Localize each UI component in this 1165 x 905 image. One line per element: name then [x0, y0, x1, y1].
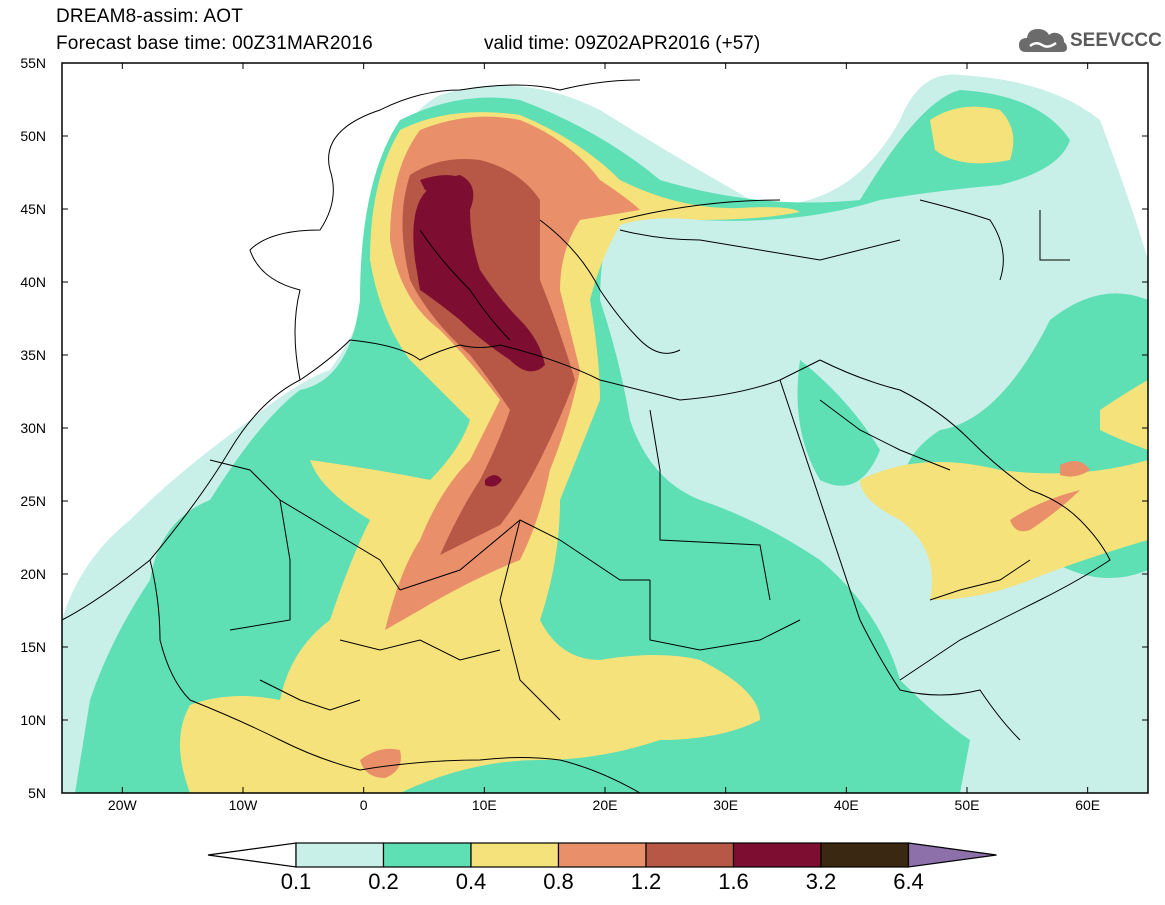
lat-label: 45N: [20, 201, 46, 217]
forecast-base-time: Forecast base time: 00Z31MAR2016: [56, 33, 373, 54]
axis-ticks: [62, 62, 1148, 794]
lat-label: 55N: [20, 55, 46, 71]
colorbar-cell: [382, 842, 472, 868]
lon-label: 40E: [833, 797, 859, 813]
colorbar-cell: [295, 842, 385, 868]
lon-label: 60E: [1075, 797, 1101, 813]
lon-label: 0: [359, 797, 368, 813]
colorbar-cell: [470, 842, 560, 868]
colorbar-label: 0.4: [455, 869, 487, 894]
coastlines: [62, 79, 1111, 793]
colorbar-min-arrow: [207, 842, 297, 868]
colorbar-label: 0.8: [543, 869, 574, 894]
valid-time: valid time: 09Z02APR2016 (+57): [484, 33, 761, 54]
lat-label: 40N: [20, 274, 46, 290]
logo-text: SEEVCCC: [1070, 30, 1162, 51]
map-title: DREAM8-assim: AOT: [56, 6, 244, 27]
colorbar-label: 3.2: [805, 869, 837, 894]
colorbar-label: 1.6: [718, 869, 749, 894]
aot-band-1.6: [413, 175, 545, 487]
lat-label: 50N: [20, 128, 46, 144]
colorbar-cell: [732, 842, 822, 868]
lon-label: 30E: [713, 797, 739, 813]
colorbar-cell: [557, 842, 647, 868]
colorbar-label: 0.1: [280, 869, 312, 894]
lat-label: 20N: [20, 566, 46, 582]
colorbar-label: 1.2: [630, 869, 662, 894]
lon-label: 10E: [471, 797, 497, 813]
lon-label: 50E: [954, 797, 980, 813]
colorbar-cell: [820, 842, 910, 868]
lon-label: 20W: [107, 797, 137, 813]
cloud-logo-icon: [1019, 29, 1067, 52]
lon-label: 10W: [228, 797, 258, 813]
lon-label: 20E: [592, 797, 618, 813]
lat-label: 5N: [28, 785, 46, 801]
colorbar-max-arrow: [907, 842, 997, 868]
seevccc-logo: SEEVCCC: [1018, 24, 1162, 58]
lat-label: 30N: [20, 420, 46, 436]
lat-label: 15N: [20, 639, 46, 655]
colorbar-label: 0.2: [368, 869, 399, 894]
lat-label: 10N: [20, 712, 46, 728]
lat-label: 35N: [20, 347, 46, 363]
lat-label: 25N: [20, 493, 46, 509]
colorbar-cell: [645, 842, 735, 868]
colorbar-label: 6.4: [893, 869, 924, 894]
